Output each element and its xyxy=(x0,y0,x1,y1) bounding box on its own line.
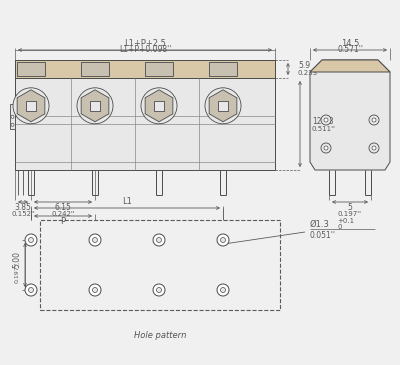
Text: 14.5: 14.5 xyxy=(341,38,359,47)
Circle shape xyxy=(156,238,162,242)
Circle shape xyxy=(89,234,101,246)
Text: L1+P+0.098'': L1+P+0.098'' xyxy=(119,45,171,54)
Circle shape xyxy=(220,288,226,292)
Text: Hole pattern: Hole pattern xyxy=(134,330,186,339)
Circle shape xyxy=(92,238,98,242)
Text: 0.242'': 0.242'' xyxy=(51,211,75,217)
Circle shape xyxy=(153,234,165,246)
Text: 0.051'': 0.051'' xyxy=(310,231,336,241)
Circle shape xyxy=(25,234,37,246)
Circle shape xyxy=(141,88,177,124)
Text: Ø1.3: Ø1.3 xyxy=(310,219,330,228)
Circle shape xyxy=(369,143,379,153)
Circle shape xyxy=(28,238,34,242)
Text: P: P xyxy=(60,216,66,226)
Circle shape xyxy=(92,288,98,292)
Polygon shape xyxy=(17,90,45,122)
Polygon shape xyxy=(209,90,237,122)
Circle shape xyxy=(25,284,37,296)
Text: 0.511'': 0.511'' xyxy=(312,126,336,132)
Bar xyxy=(17,62,45,76)
Text: 5.00: 5.00 xyxy=(12,251,22,269)
Bar xyxy=(15,60,275,78)
Circle shape xyxy=(372,146,376,150)
Polygon shape xyxy=(310,60,390,72)
Bar xyxy=(209,62,237,76)
Polygon shape xyxy=(81,90,109,122)
Bar xyxy=(218,101,228,111)
Bar xyxy=(40,220,280,310)
Bar xyxy=(154,101,164,111)
Text: 0.571'': 0.571'' xyxy=(337,45,363,54)
Text: 0: 0 xyxy=(337,224,342,230)
Circle shape xyxy=(372,118,376,122)
Polygon shape xyxy=(310,60,390,170)
Text: 0.197'': 0.197'' xyxy=(338,211,362,217)
Text: 0.197'': 0.197'' xyxy=(14,261,20,283)
Circle shape xyxy=(369,115,379,125)
Text: 12.98: 12.98 xyxy=(312,116,334,126)
Circle shape xyxy=(321,115,331,125)
Bar xyxy=(26,101,36,111)
Bar xyxy=(10,104,15,129)
Bar xyxy=(145,62,173,76)
Bar xyxy=(15,60,275,170)
Circle shape xyxy=(217,284,229,296)
Circle shape xyxy=(13,88,49,124)
Polygon shape xyxy=(145,90,173,122)
Circle shape xyxy=(156,288,162,292)
Circle shape xyxy=(89,284,101,296)
Text: +0.1: +0.1 xyxy=(337,218,354,224)
Circle shape xyxy=(11,123,14,126)
Circle shape xyxy=(11,115,14,118)
Circle shape xyxy=(77,88,113,124)
Bar xyxy=(81,62,109,76)
Bar xyxy=(90,101,100,111)
Text: 6.15: 6.15 xyxy=(54,203,72,211)
Circle shape xyxy=(217,234,229,246)
Text: 3.85: 3.85 xyxy=(14,203,32,211)
Text: 0.152'': 0.152'' xyxy=(11,211,35,217)
Circle shape xyxy=(321,143,331,153)
Text: 0.233'': 0.233'' xyxy=(298,70,322,76)
Circle shape xyxy=(220,238,226,242)
Text: 5: 5 xyxy=(348,203,352,211)
Circle shape xyxy=(153,284,165,296)
Circle shape xyxy=(205,88,241,124)
Circle shape xyxy=(324,118,328,122)
Text: L1: L1 xyxy=(122,197,132,207)
Text: L1+P+2.5: L1+P+2.5 xyxy=(124,38,166,47)
Circle shape xyxy=(28,288,34,292)
Text: 5.9: 5.9 xyxy=(298,61,310,69)
Circle shape xyxy=(324,146,328,150)
